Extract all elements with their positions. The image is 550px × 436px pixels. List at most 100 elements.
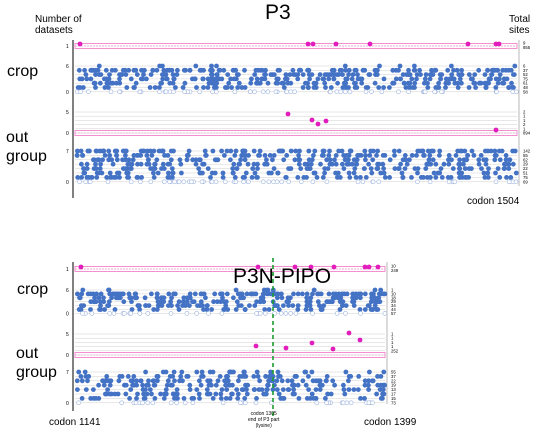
crop-site-dot — [101, 299, 107, 305]
crop-site-dot — [429, 67, 434, 73]
crop-site-dot — [154, 291, 160, 297]
outgroup-site-dot — [362, 396, 367, 401]
crop-site-dot — [313, 85, 319, 90]
outgroup-zero-dot — [233, 179, 239, 185]
crop-site-dot — [214, 72, 220, 77]
outgroup-site-dot — [343, 369, 349, 375]
outgroup-site-dot — [232, 153, 238, 158]
crop-site-dot — [445, 67, 451, 73]
crop-zero-dot — [219, 311, 225, 316]
right-count-selected: 249 — [391, 268, 399, 273]
outgroup-site-dot — [298, 166, 304, 172]
outgroup-site-dot — [131, 374, 137, 379]
crop-site-dot — [283, 72, 289, 77]
outgroup-site-dot — [228, 157, 233, 163]
crop-site-dot — [244, 291, 250, 297]
crop-site-dot — [214, 80, 220, 86]
outgroup-zero-dot — [274, 179, 280, 185]
crop-site-dot — [113, 67, 118, 73]
outgroup-site-dot — [324, 157, 330, 163]
crop-site-dot — [339, 67, 344, 73]
outgroup-site-dot — [438, 166, 444, 172]
outgroup-site-dot — [458, 148, 463, 154]
selected-site-dot — [333, 41, 339, 47]
crop-site-dot — [473, 85, 478, 90]
right-count-crop: 58 — [523, 89, 528, 94]
outgroup-site-dot — [235, 391, 241, 397]
right-count-outgroup: 75 — [523, 175, 528, 180]
crop-site-dot — [212, 85, 217, 90]
outgroup-label-p3n-pipo: out group — [16, 345, 57, 382]
right-count-outsel: 1 — [523, 126, 526, 131]
outgroup-site-dot — [439, 175, 445, 180]
crop-zero-dot — [163, 89, 169, 95]
outgroup-site-dot — [224, 374, 229, 379]
outgroup-zero-dot — [220, 400, 226, 406]
outgroup-site-dot — [104, 175, 110, 180]
outgroup-site-dot — [264, 387, 270, 392]
crop-site-dot — [504, 76, 510, 82]
outgroup-site-dot — [271, 153, 277, 158]
outgroup-site-dot — [218, 391, 224, 397]
outgroup-site-dot — [425, 148, 431, 154]
axis-label-outsel-max: 5 — [66, 332, 69, 338]
outgroup-site-dot — [333, 153, 339, 158]
crop-site-dot — [414, 72, 420, 77]
crop-site-dot — [77, 76, 83, 82]
outgroup-site-dot — [201, 161, 207, 167]
right-count-outgroup: 51 — [523, 171, 528, 176]
crop-site-dot — [228, 76, 234, 82]
outgroup-zero-dot — [77, 179, 82, 185]
outgroup-site-dot — [445, 175, 451, 180]
outgroup-site-dot — [224, 148, 230, 154]
crop-site-dot — [75, 291, 80, 297]
crop-site-dot — [91, 291, 96, 297]
crop-site-dot — [279, 295, 285, 301]
crop-site-dot — [92, 80, 98, 86]
crop-site-dot — [113, 295, 119, 301]
outgroup-site-dot — [483, 148, 488, 154]
outgroup-site-dot — [161, 166, 167, 172]
outgroup-site-dot — [171, 369, 177, 375]
outgroup-site-dot — [256, 387, 262, 392]
outgroup-site-dot — [289, 378, 295, 384]
outgroup-site-dot — [382, 382, 387, 388]
outgroup-site-dot — [75, 387, 80, 392]
outgroup-site-dot — [362, 382, 368, 388]
crop-zero-dot — [292, 89, 297, 95]
crop-site-dot — [223, 85, 228, 90]
crop-site-dot — [295, 291, 301, 297]
outgroup-selected-dot — [357, 337, 363, 343]
outgroup-site-dot — [427, 153, 433, 158]
outgroup-zero-dot — [493, 179, 499, 185]
crop-site-dot — [223, 299, 229, 305]
outgroup-site-dot — [313, 396, 319, 401]
crop-site-dot — [455, 85, 461, 90]
right-count-outgroup: 29 — [523, 162, 528, 167]
outgroup-site-dot — [151, 148, 157, 154]
outgroup-site-dot — [311, 153, 316, 158]
outgroup-site-dot — [456, 161, 462, 167]
crop-site-dot — [370, 307, 375, 312]
outgroup-site-dot — [210, 148, 216, 154]
outgroup-site-dot — [352, 166, 358, 172]
outgroup-site-dot — [332, 157, 337, 163]
outgroup-site-dot — [152, 382, 158, 388]
outgroup-site-dot — [268, 369, 273, 375]
crop-site-dot — [88, 67, 94, 73]
outgroup-zero-dot — [128, 179, 134, 185]
crop-site-dot — [173, 85, 178, 90]
outgroup-site-dot — [128, 387, 134, 392]
crop-site-dot — [375, 307, 381, 312]
outgroup-site-dot — [356, 153, 362, 158]
outgroup-site-dot — [146, 382, 151, 388]
outgroup-site-dot — [130, 382, 136, 388]
crop-site-dot — [231, 295, 236, 301]
outgroup-site-dot — [431, 170, 437, 176]
outgroup-site-dot — [381, 369, 387, 375]
outgroup-site-dot — [450, 166, 456, 172]
outgroup-site-dot — [366, 161, 371, 167]
outgroup-site-dot — [387, 175, 392, 180]
right-count-crop: 1 — [391, 288, 394, 293]
outgroup-site-dot — [324, 374, 330, 379]
